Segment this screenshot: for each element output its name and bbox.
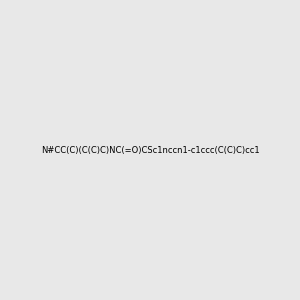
Text: N#CC(C)(C(C)C)NC(=O)CSc1nccn1-c1ccc(C(C)C)cc1: N#CC(C)(C(C)C)NC(=O)CSc1nccn1-c1ccc(C(C)…	[41, 146, 259, 154]
